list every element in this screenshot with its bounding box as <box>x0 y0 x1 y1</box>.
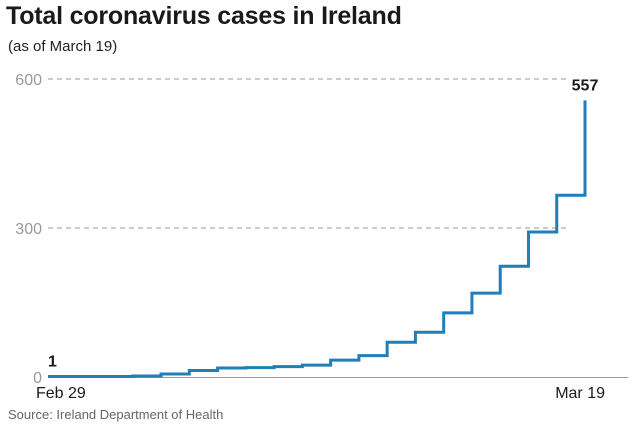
chart-subtitle: (as of March 19) <box>8 38 118 55</box>
y-tick-label-0: 0 <box>33 370 42 387</box>
x-axis-ticks: Feb 29 Mar 19 <box>36 385 605 402</box>
x-tick-label-0: Feb 29 <box>36 385 86 402</box>
x-tick-label-1: Mar 19 <box>555 385 605 402</box>
y-tick-label-300: 300 <box>15 221 42 238</box>
grid-lines <box>48 78 570 229</box>
y-axis-ticks: 0 300 600 <box>15 72 42 387</box>
source-note: Source: Ireland Department of Health <box>8 407 224 422</box>
chart-title: Total coronavirus cases in Ireland <box>6 2 402 30</box>
y-tick-label-600: 600 <box>15 72 42 89</box>
data-label-0: 1 <box>48 354 57 371</box>
series-line <box>48 100 587 379</box>
data-label-1: 557 <box>572 77 599 94</box>
